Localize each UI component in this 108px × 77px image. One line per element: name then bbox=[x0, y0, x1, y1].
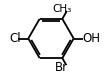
Text: Cl: Cl bbox=[9, 32, 21, 45]
Text: OH: OH bbox=[82, 32, 100, 45]
Text: Br: Br bbox=[55, 62, 68, 74]
Text: CH₃: CH₃ bbox=[52, 4, 71, 14]
